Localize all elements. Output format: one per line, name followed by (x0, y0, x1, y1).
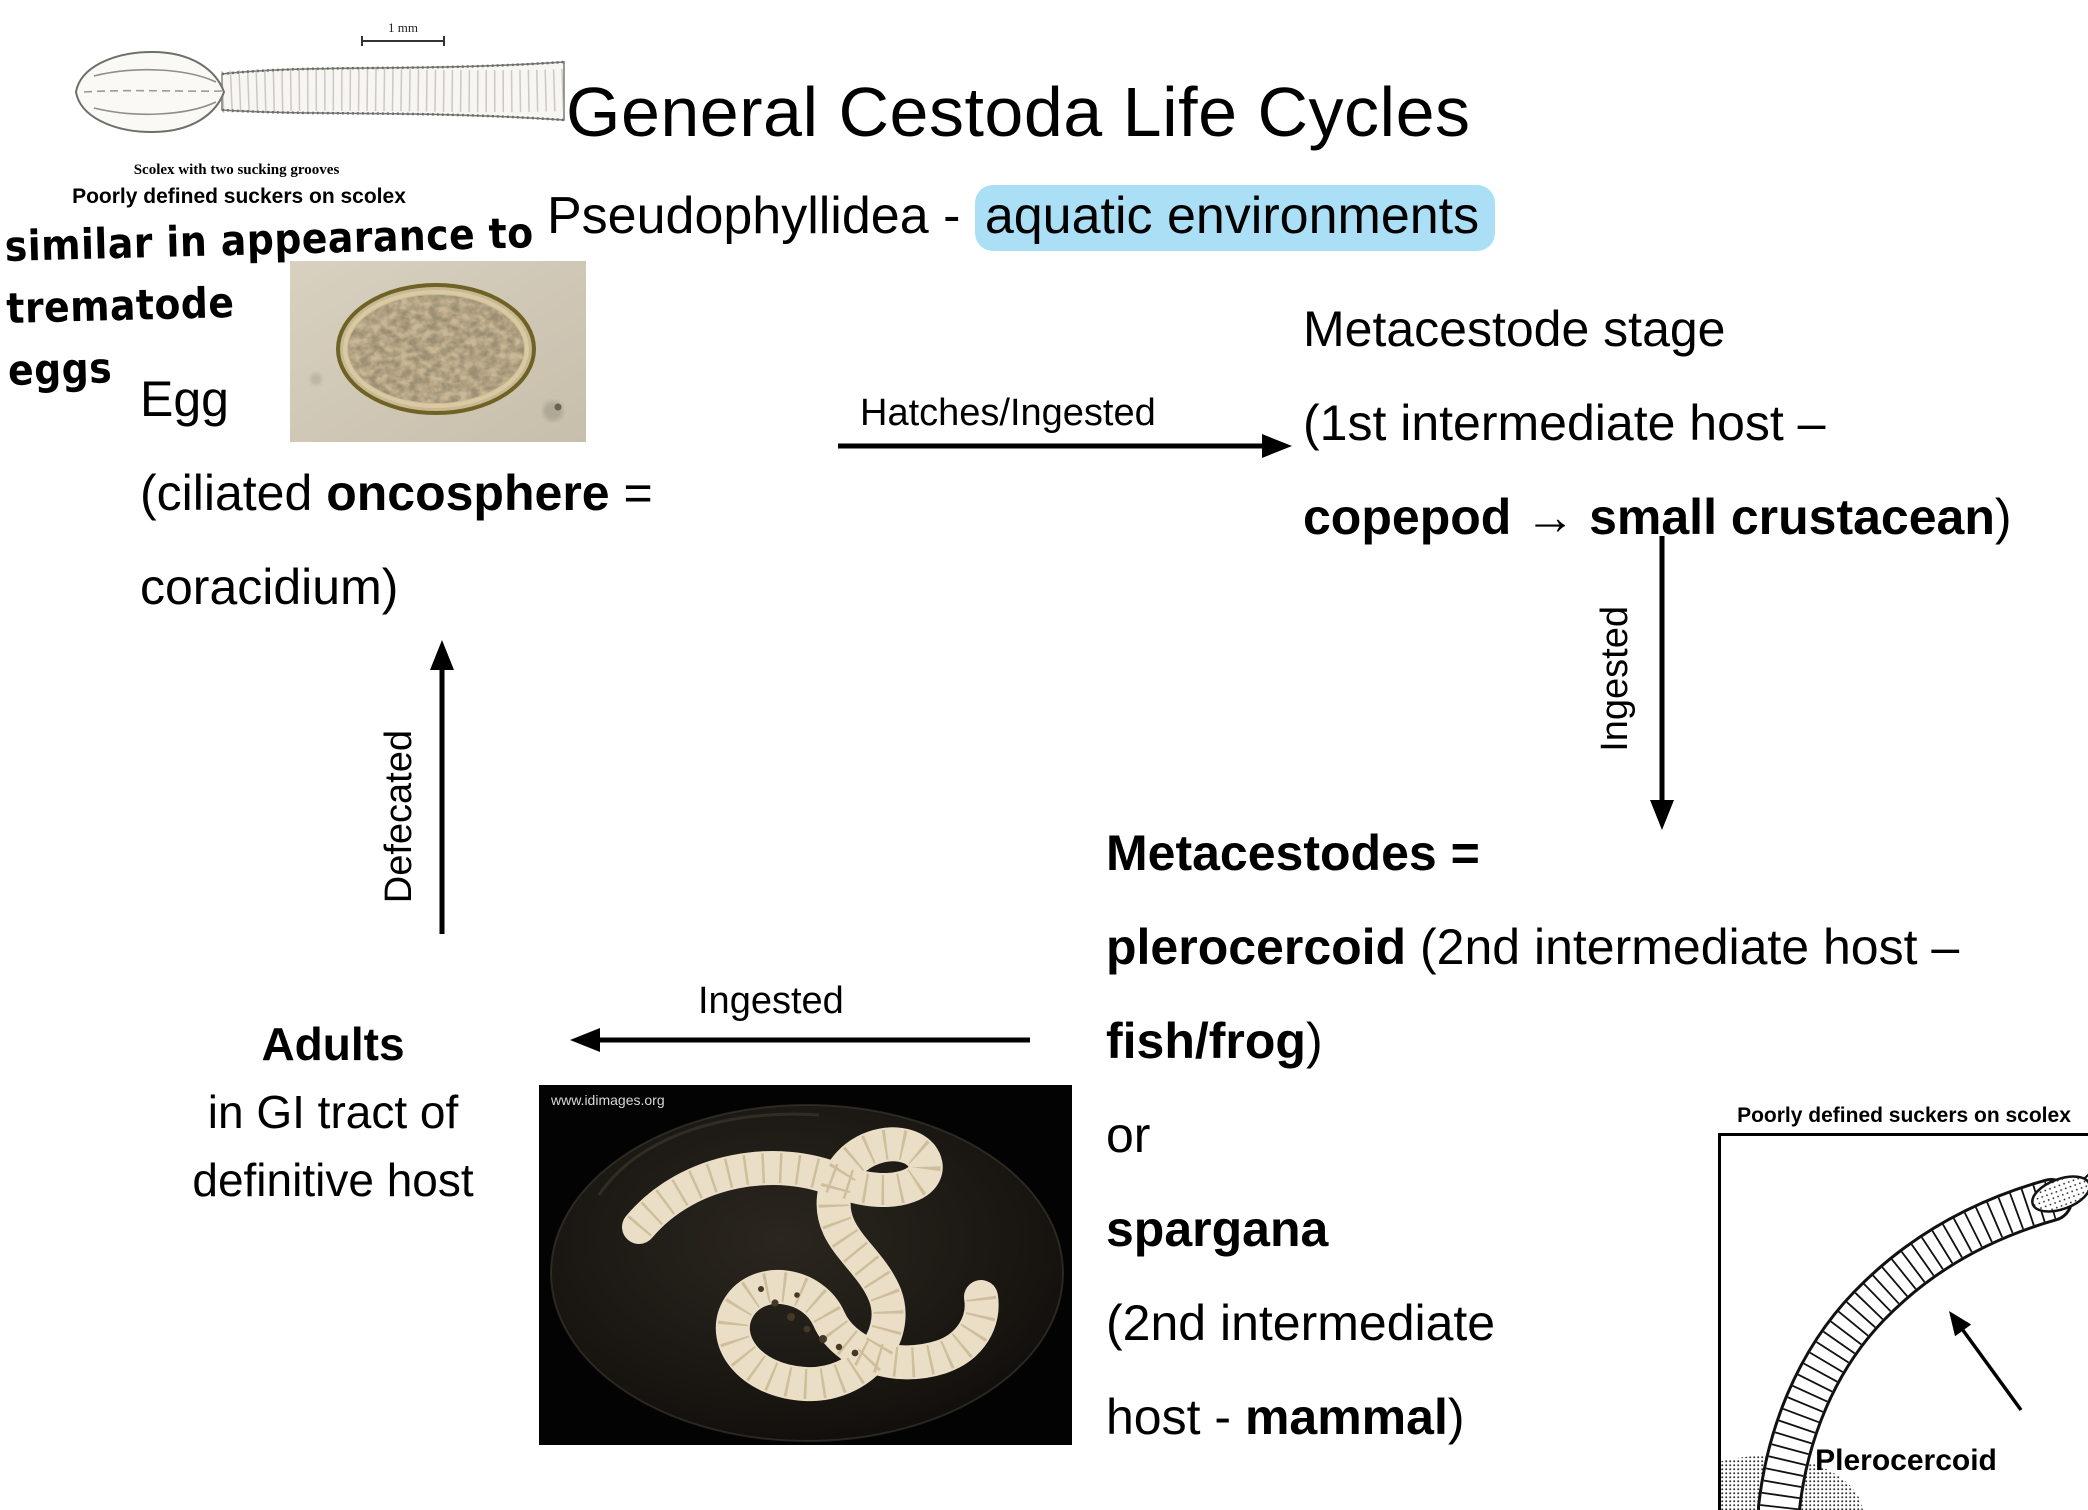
defecated-arrow (430, 640, 454, 934)
hatches-ingested-label: Hatches/Ingested (860, 392, 1156, 434)
plerocercoid-body (1760, 1181, 2057, 1510)
plerocercoid-label: Plerocercoid (1815, 1444, 1997, 1477)
scolex-drawing: 1 mm (74, 20, 565, 134)
egg-micrograph (290, 261, 586, 442)
metacestode-line2: (1st intermediate host – (1303, 395, 1826, 451)
egg-stage-line2: (ciliated oncosphere = (140, 465, 653, 521)
plerocercoid-panel: Plerocercoid (1718, 1133, 2088, 1510)
metacestodes-text: Metacestodes = plerocercoid (2nd interme… (1106, 806, 1959, 1464)
plerocercoid-head (2031, 1166, 2088, 1213)
scolex-figure-caption: Scolex with two sucking grooves (133, 162, 340, 178)
metacestodes-line3: fish/frog) (1106, 1013, 1323, 1069)
plerocercoid-panel-caption: Poorly defined suckers on scolex (1737, 1104, 2071, 1127)
metacestode-stage-text: Metacestode stage (1st intermediate host… (1303, 282, 2012, 564)
plerocercoid-drawing (1721, 1166, 2088, 1510)
metacestodes-line6: (2nd intermediate (1106, 1295, 1496, 1351)
adults-line3: definitive host (192, 1154, 474, 1206)
subtitle-prefix: Pseudophyllidea - (547, 187, 975, 245)
hatches-ingested-arrow (838, 434, 1292, 458)
egg-stage-line1: Egg (140, 371, 229, 427)
tapeworm-spots (758, 1286, 859, 1357)
ingested-left-label: Ingested (698, 980, 844, 1022)
ingested-left-arrow (570, 1028, 1030, 1052)
ingested-down-arrow (1650, 536, 1674, 830)
scale-bar-label: 1 mm (388, 20, 418, 35)
adults-line2: in GI tract of (207, 1086, 459, 1138)
metacestodes-line5: spargana (1106, 1201, 1329, 1257)
page-title: General Cestoda Life Cycles (566, 73, 1471, 151)
adults-line1: Adults (261, 1018, 405, 1070)
metacestode-line1: Metacestode stage (1303, 301, 1726, 357)
subtitle: Pseudophyllidea - aquatic environments (547, 185, 1496, 251)
scolex-figure: 1 mm Scolex with two sucking grooves Poo… (64, 14, 566, 229)
adults-stage-text: Adults in GI tract of definitive host (148, 1010, 518, 1214)
metacestode-line3: copepod → small crustacean) (1303, 489, 2012, 545)
metacestodes-line4: or (1106, 1107, 1151, 1163)
subtitle-highlight: aquatic environments (974, 185, 1496, 251)
egg-stage-text: Egg (ciliated oncosphere = coracidium) (140, 352, 653, 634)
metacestodes-line2: plerocercoid (2nd intermediate host – (1106, 919, 1960, 975)
photo-watermark: www.idimages.org (550, 1092, 665, 1108)
pointer-arrowhead (1949, 1311, 1972, 1337)
egg-mottled-interior (348, 295, 524, 403)
tapeworm-photo: www.idimages.org (539, 1085, 1072, 1445)
egg-photo (290, 261, 586, 442)
metacestodes-line1: Metacestodes = (1106, 825, 1480, 881)
defecated-label: Defecated (378, 730, 420, 904)
scolex-figure-label: Poorly defined suckers on scolex (72, 185, 406, 208)
ingested-down-label: Ingested (1594, 606, 1636, 752)
egg-stage-line3: coracidium) (140, 559, 399, 615)
tapeworm-photo-image: www.idimages.org (539, 1085, 1072, 1445)
metacestodes-line7: host - mammal) (1106, 1389, 1465, 1445)
